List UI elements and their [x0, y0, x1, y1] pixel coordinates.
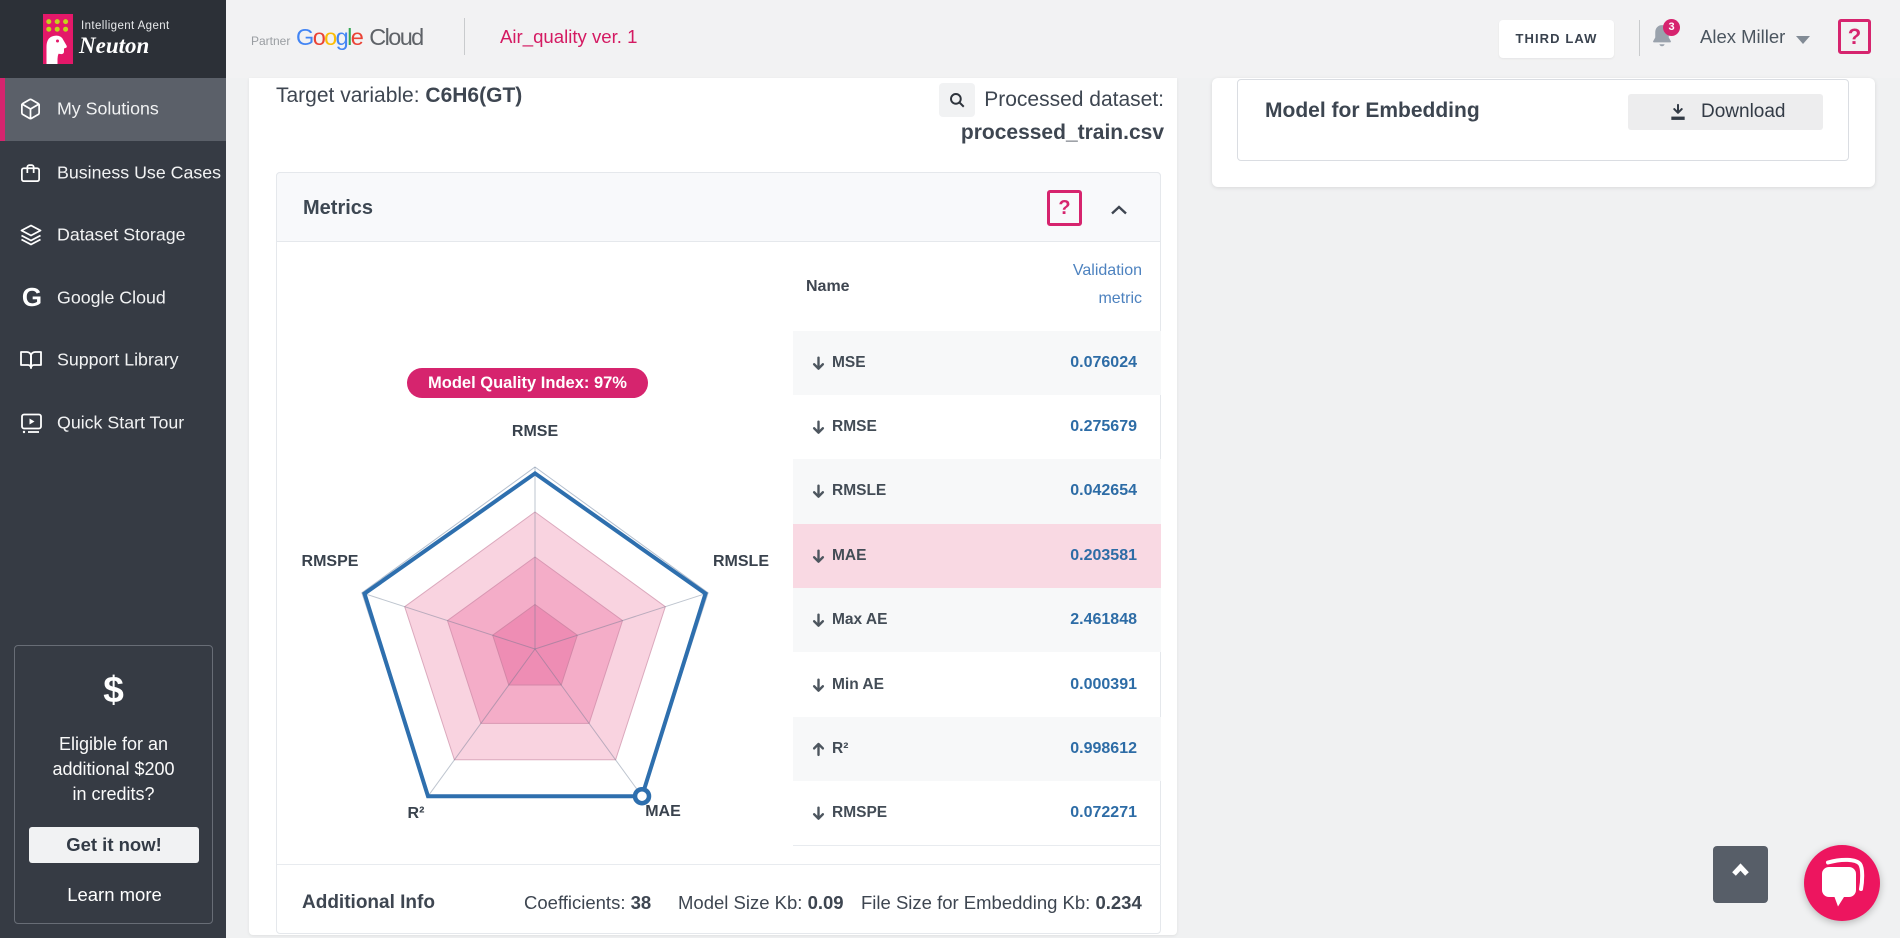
svg-text:G: G [22, 285, 42, 311]
